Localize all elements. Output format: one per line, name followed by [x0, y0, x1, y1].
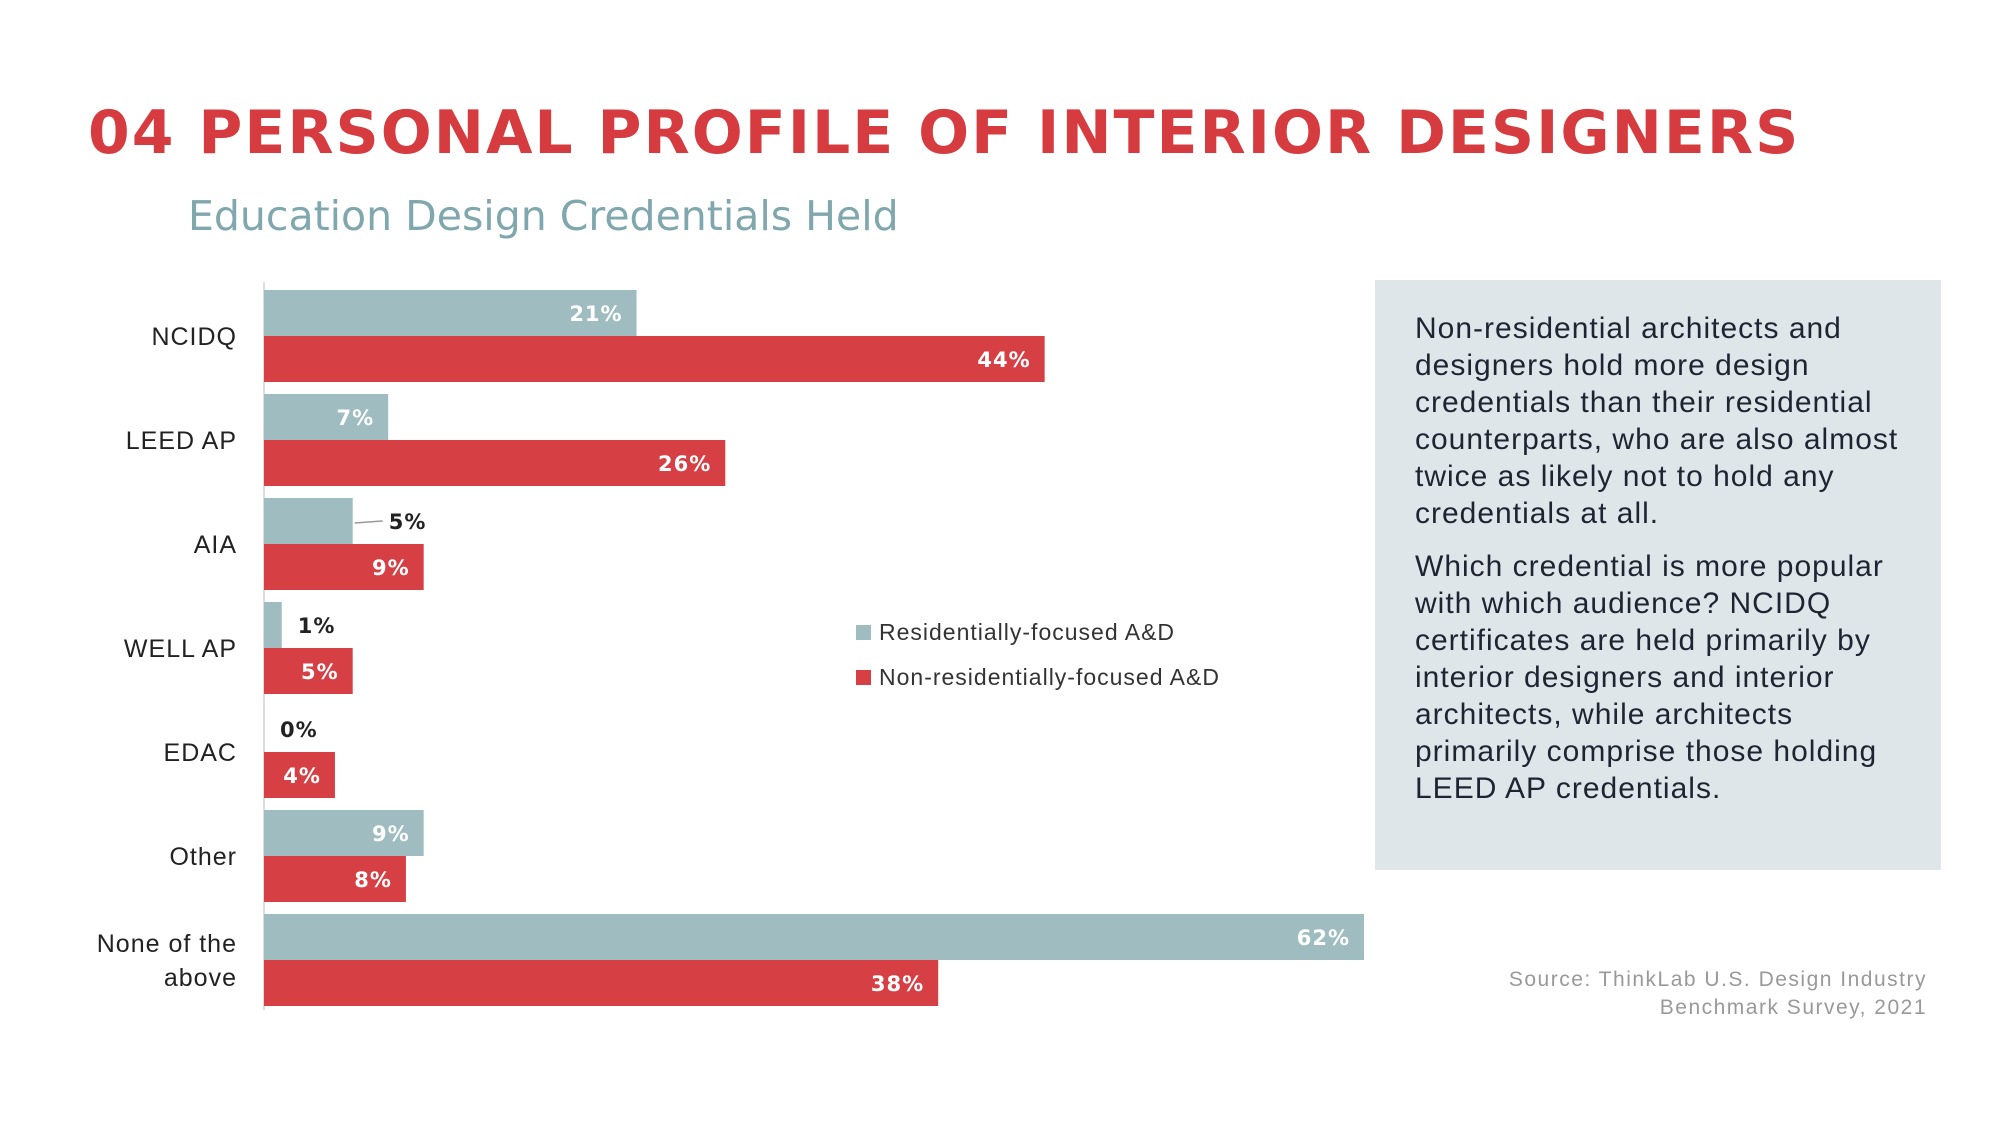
data-label: 9%	[372, 822, 410, 846]
category-label: None of the	[97, 930, 237, 958]
bar-nonresidential	[264, 544, 424, 590]
bar-residential	[264, 394, 389, 440]
source-note: Source: ThinkLab U.S. Design Industry Be…	[1509, 966, 1927, 1022]
bar-residential	[264, 914, 1364, 960]
data-label: 44%	[977, 348, 1030, 372]
data-label: 38%	[871, 972, 924, 996]
insight-paragraph-2: Which credential is more popular with wh…	[1415, 550, 1884, 805]
legend-label-nonresidential: Non-residentially-focused A&D	[879, 664, 1220, 690]
chart-subtitle: Education Design Credentials Held	[188, 192, 899, 240]
bar-residential	[264, 290, 637, 336]
category-label: WELL AP	[124, 635, 237, 663]
bar-nonresidential	[264, 648, 353, 694]
data-label: 26%	[658, 452, 711, 476]
data-label: 1%	[298, 614, 336, 638]
bar-nonresidential	[264, 336, 1045, 382]
legend-swatch-nonresidential	[856, 670, 871, 685]
bar-residential	[264, 602, 282, 648]
bar-chart: NCIDQ 21% 44% LEED AP 7% 26% AIA 5% 9% WELL AP 1% 5…	[97, 282, 1364, 1010]
category-label: Other	[169, 843, 237, 871]
source-line-1: Source: ThinkLab U.S. Design Industry	[1508, 968, 1927, 991]
legend-item-nonresidential: Non-residentially-focused A&D	[856, 664, 1220, 691]
insight-paragraph-1: Non-residential architects and designers…	[1415, 312, 1899, 530]
legend-swatch-residential	[856, 625, 871, 640]
page-title: 04 PERSONAL PROFILE OF INTERIOR DESIGNER…	[88, 98, 1801, 168]
bar-nonresidential	[264, 960, 939, 1006]
bar-residential	[264, 810, 424, 856]
bar-nonresidential	[264, 752, 335, 798]
legend-label-residential: Residentially-focused A&D	[879, 619, 1176, 645]
legend-item-residential: Residentially-focused A&D	[856, 619, 1175, 646]
data-label: 4%	[283, 764, 321, 788]
data-label: 5%	[389, 510, 427, 534]
bar-nonresidential	[264, 856, 406, 902]
insight-panel: Non-residential architects and designers…	[1375, 280, 1941, 870]
category-label: EDAC	[164, 739, 237, 767]
category-label: NCIDQ	[151, 323, 237, 351]
category-label: above	[164, 964, 237, 992]
data-label: 62%	[1297, 926, 1350, 950]
leader-line	[354, 520, 383, 524]
category-label: LEED AP	[126, 427, 237, 455]
data-label: 9%	[372, 556, 410, 580]
category-label: AIA	[194, 531, 237, 559]
source-line-2: Benchmark Survey, 2021	[1659, 996, 1927, 1019]
data-label: 8%	[354, 868, 392, 892]
data-label: 21%	[569, 302, 622, 326]
data-label: 5%	[301, 660, 339, 684]
data-label: 7%	[337, 406, 375, 430]
bar-residential	[264, 498, 353, 544]
data-label: 0%	[280, 718, 318, 742]
bar-nonresidential	[264, 440, 726, 486]
